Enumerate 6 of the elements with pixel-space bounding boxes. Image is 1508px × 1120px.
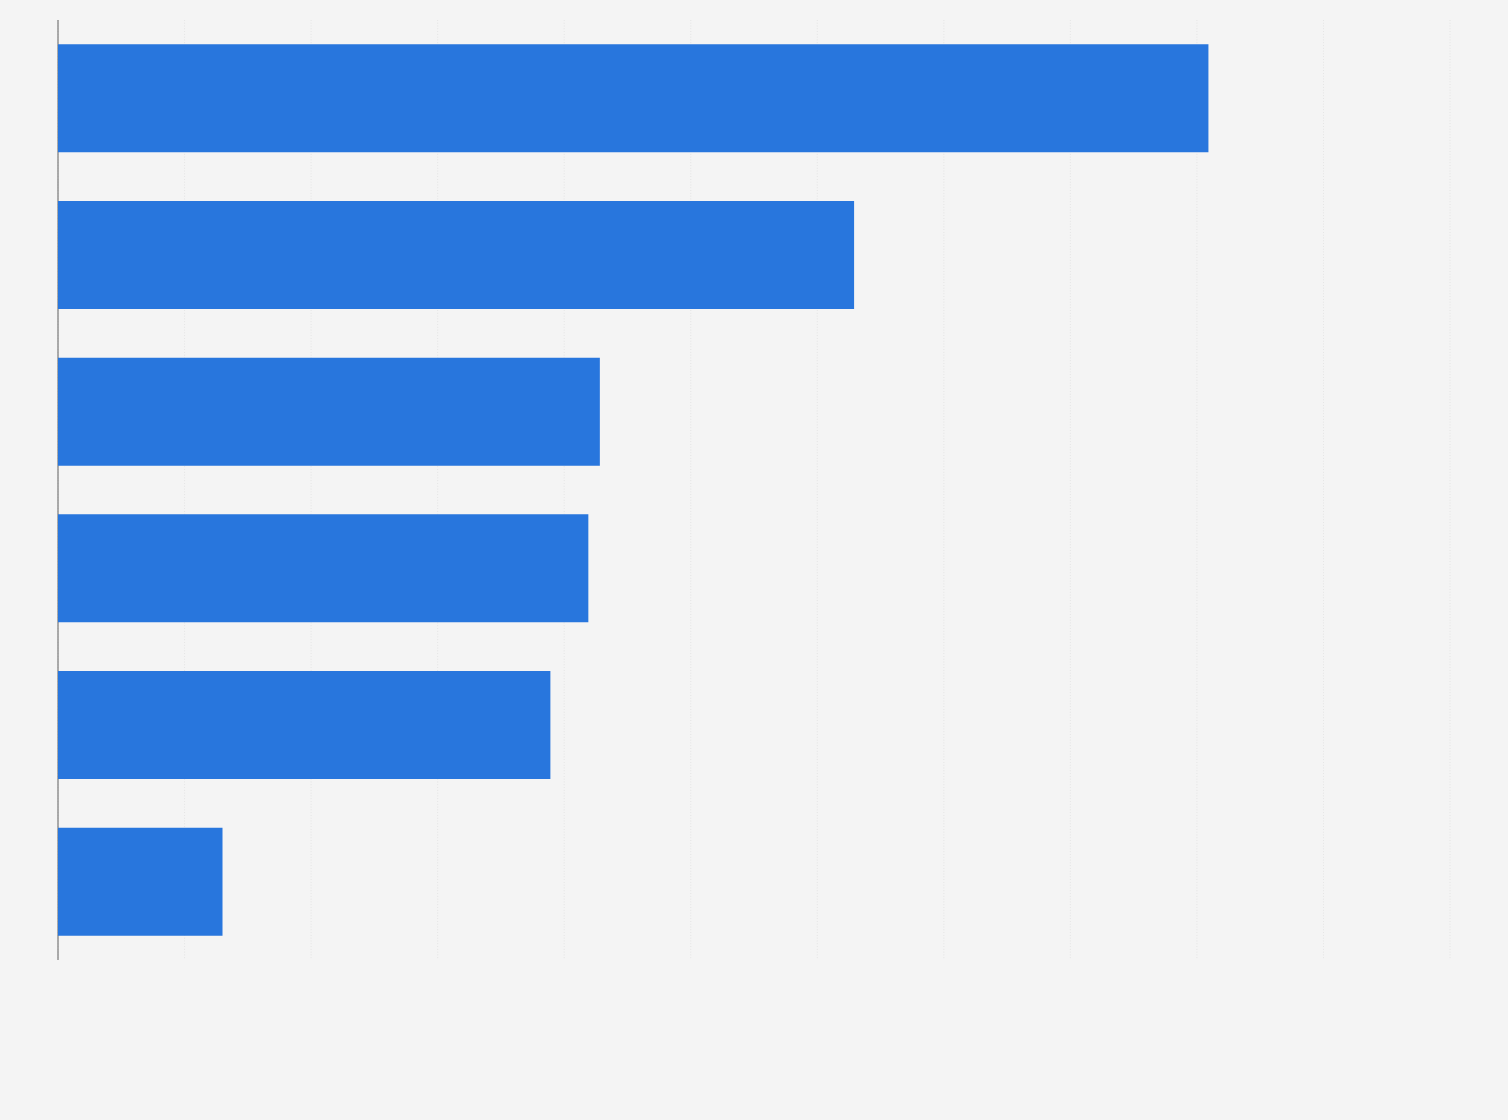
bar — [58, 201, 855, 309]
bar — [58, 357, 600, 466]
bar — [58, 671, 551, 780]
bar — [58, 514, 589, 623]
bar — [58, 827, 223, 936]
bar — [58, 44, 1209, 153]
